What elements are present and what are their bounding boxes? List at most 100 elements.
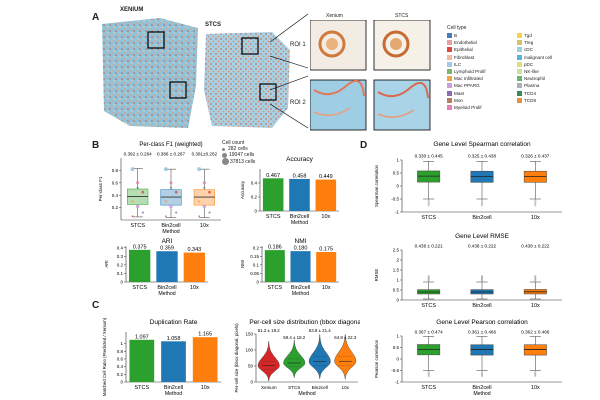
violin-annotation: 63.8 ± 21.4 [309,328,331,333]
x-tick-label: Bin2cell [312,385,328,390]
legend-label: TCD4 [524,90,536,96]
panel-letter-c: C [92,300,100,311]
violin-10x [334,334,357,380]
legend-item: NK-like [517,68,587,75]
legend-label: pDC [524,61,534,67]
y-tick-label: 0.8 [117,349,124,354]
legend-swatch [517,90,522,96]
y-tick-label: 0 [256,280,259,285]
class-point [208,190,211,194]
legend-swatch [517,69,522,75]
roi2-box-xenium [169,81,187,99]
outlier-point [427,375,430,378]
y-tick-label: 0.5 [393,288,400,293]
legend-swatch [517,83,522,89]
legend-label: ILC [454,61,462,67]
chart-title: Per-class F1 (weighted) [139,142,202,148]
panel-letter-d: D [360,140,368,151]
x-tick-label: STCS [267,285,282,291]
x-tick-label: STCS [130,223,145,229]
outlier-point [427,275,430,277]
outlier-point [534,280,537,282]
legend-label: Mac Infiltrated [454,76,483,82]
class-point [170,186,172,189]
y-tick-label: 1 [396,278,399,283]
x-tick-label: Bin2cell [472,215,491,221]
bar-value-label: 0.175 [319,247,333,253]
legend-swatch [447,83,452,89]
y-tick-label: 0.5 [393,171,400,176]
legend-item: Epithelial [447,46,517,53]
outlier-point [481,204,483,207]
y-tick-label: 0.2 [112,205,119,210]
chart-title: NMI [295,238,307,245]
box-annotation: 0.381±0.262 [192,152,218,157]
x-tick-label: Xenium [261,385,277,390]
chart-accuracy-bar: Accuracy 0 0.2 0.4 Accuracy STCS Bin2cell 10x Me… [240,156,339,226]
legend-label: Endothelial [454,40,477,46]
x-axis-label: Method [473,391,490,397]
y-axis-label: ARI [104,260,109,267]
outlier-point [534,374,537,376]
x-tick-label: Bin2cell [472,385,491,391]
legend-item: Neutrophil [517,75,587,82]
y-tick-label: 1 [120,341,123,346]
box-annotation: 0.361 ± 0.466 [468,330,497,335]
f1-size-legend: Cell count 282 cells 19047 cells 37813 c… [222,140,255,165]
legend-swatch [447,61,452,67]
legend-swatch [447,90,452,96]
outlier-point [534,375,537,378]
class-point [136,181,140,185]
bar-value-label: 0.458 [293,173,307,179]
x-tick-label: 10x [190,285,199,291]
bar-value-label: 1.058 [167,336,181,342]
chart-spearman-box: Gene Level Spearman correlation -1 -0.5 0 0.… [374,141,562,221]
x-axis-label: Method [162,229,179,235]
class-point [164,200,168,203]
outlier-point [427,204,430,207]
bar-value-label: 0.375 [133,244,147,250]
chart-ari-bar: ARI 0 0.1 0.2 0.3 0.4 ARI STCS Bin2cell 10x Method… [104,238,208,297]
x-tick-label: Bin2cell [472,303,491,309]
legend-item: Endothelial [447,39,517,46]
outlier-point [427,277,430,279]
y-tick-label: 0.6 [112,180,119,185]
y-tick-label: 0 [396,298,399,303]
chart-pearson-box: Gene Level Pearson correlation -1 -0.5 0 0.5… [374,319,562,397]
legend-label: cDC [524,47,533,53]
class-point [203,186,206,189]
outlier-point [534,279,537,281]
outlier-point [534,276,537,278]
outlier-point [427,373,430,375]
outlier-point [427,280,430,282]
legend-item: Mast [447,90,517,97]
outlier-point [427,370,430,373]
box-annotation: 0.367 ± 0.474 [415,330,444,335]
bar-value-label: 1.097 [135,334,149,340]
class-point [198,215,201,218]
class-point [169,204,173,209]
chart-title: Gene Level RMSE [455,233,509,240]
f1-legend-item-2: 37813 cells [230,158,256,165]
legend-label: Lymphoid Prolif [454,69,486,75]
cell-type-legend: Cell type B Endothelial Epithelial Fibrobla… [447,25,597,111]
chart-title: Duplication Rate [150,319,198,326]
box-annotation: 0.326 ± 0.437 [521,154,550,159]
outlier-point [534,371,537,374]
legend-label: Mon [454,97,463,103]
x-tick-label: Bin2cell [291,285,310,291]
outlier-point [481,374,483,376]
outlier-point [427,276,430,278]
violin-annotation: 64.8 ± 22.3 [334,335,356,340]
x-tick-label: Bin2cell [161,223,180,229]
y-tick-label: 0 [120,280,123,285]
legend-swatch [517,40,522,46]
y-tick-label: -1 [395,210,399,215]
box-annotation: 0.438 ± 0.222 [521,244,550,249]
y-tick-label: 0 [250,380,253,385]
outlier-point [534,277,537,279]
legend-swatch [517,61,522,67]
bar-bin2cell [156,251,178,282]
panel-letter-b: B [92,140,100,151]
legend-item: Plasma [517,82,587,89]
